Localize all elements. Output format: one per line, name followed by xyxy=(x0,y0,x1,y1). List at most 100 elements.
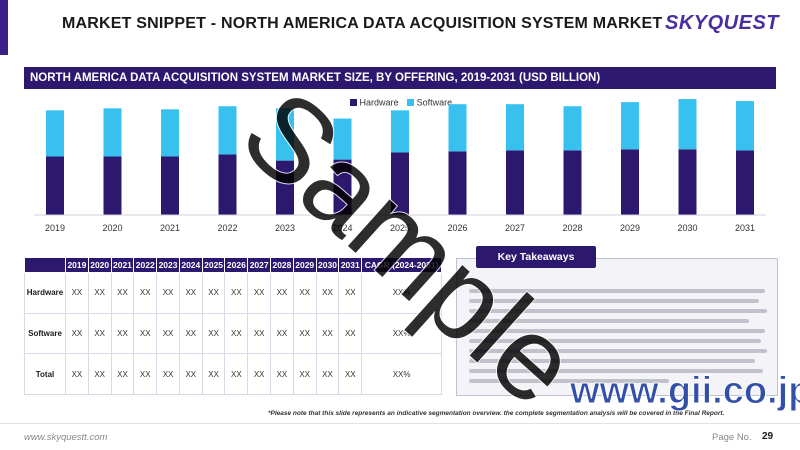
table-cell: XX xyxy=(133,353,158,395)
table-cell: XX xyxy=(247,353,272,395)
bar-hardware-2019 xyxy=(46,156,64,215)
table-cell: XX xyxy=(315,312,340,355)
page-title: MARKET SNIPPET - NORTH AMERICA DATA ACQU… xyxy=(62,15,663,32)
gii-watermark: www.gii.co.jp xyxy=(569,370,800,413)
bar-hardware-2026 xyxy=(448,151,467,215)
table-row-label: Hardware xyxy=(23,272,67,314)
bar-hardware-2025 xyxy=(391,152,409,215)
table-cell: XX xyxy=(110,312,135,355)
table-cell: XX xyxy=(156,353,180,395)
table-cell: XX xyxy=(247,272,272,314)
table-header-cell: 2020 xyxy=(87,257,112,273)
table-cell: XX xyxy=(338,353,363,395)
bar-hardware-2028 xyxy=(563,150,582,215)
chart-title: NORTH AMERICA DATA ACQUISITION SYSTEM MA… xyxy=(30,72,601,84)
table-row: Hardware XX XX XX XX XX XX XX XX XX XX XX XX XX XX% xyxy=(23,272,442,314)
bar-software-2027 xyxy=(506,104,524,151)
table-header-cell: 2019 xyxy=(65,257,89,273)
table-cell: XX xyxy=(110,272,135,314)
bar-hardware-2021 xyxy=(161,156,179,215)
x-tick-label: 2020 xyxy=(102,223,122,233)
chart-title-bar xyxy=(24,67,776,89)
x-tick-label: 2028 xyxy=(562,223,582,233)
footer-divider xyxy=(0,423,800,424)
table-cell: XX xyxy=(156,272,180,314)
table-cell: XX xyxy=(156,312,180,355)
table-header-cell: 2031 xyxy=(338,257,363,273)
table-header-cell: 2021 xyxy=(110,257,135,273)
table-header-row: 2019 2020 2021 2022 2023 2024 2025 2026 2027 2028… xyxy=(23,257,442,273)
table-cell: XX xyxy=(315,353,340,395)
bar-software-2023 xyxy=(276,108,294,161)
bar-software-2026 xyxy=(448,104,467,152)
table-row: Total XX XX XX XX XX XX XX XX XX XX XX XX XX XX% xyxy=(23,353,442,395)
bar-software-2028 xyxy=(563,106,582,151)
table-cell: XX% xyxy=(361,312,442,355)
table-cell: XX% xyxy=(361,353,442,395)
table-cell: XX xyxy=(270,272,294,314)
bar-hardware-2024 xyxy=(333,159,352,215)
table-cell: XX xyxy=(292,312,317,355)
table-body: Hardware XX XX XX XX XX XX XX XX XX XX XX XX XX XX% Sof… xyxy=(23,272,442,395)
bar-hardware-2022 xyxy=(218,154,237,215)
table-header-cell: 2026 xyxy=(224,257,249,273)
title-accent-bar xyxy=(0,0,8,55)
table-header-cell: 2022 xyxy=(133,257,158,273)
bar-software-2031 xyxy=(736,101,754,151)
stacked-bar-chart: 2019 2020 2021 2022 2023 2024 2025 2026 2027 2028… xyxy=(34,99,766,233)
key-takeaways-title: Key Takeaways xyxy=(476,246,596,268)
bar-hardware-2030 xyxy=(678,149,697,215)
table-cell: XX xyxy=(201,272,226,314)
table-cell: XX xyxy=(292,353,317,395)
table-header-cell: 2025 xyxy=(201,257,226,273)
chart-legend: Hardware Software xyxy=(350,97,452,108)
table-cell: XX xyxy=(338,312,363,355)
bar-hardware-2027 xyxy=(506,150,524,215)
x-tick-label: 2021 xyxy=(160,223,180,233)
bar-hardware-2031 xyxy=(736,150,754,215)
bar-hardware-2020 xyxy=(103,156,122,215)
legend-swatch-hardware xyxy=(350,99,357,107)
table-cell: XX xyxy=(87,353,112,395)
table-row-label: Software xyxy=(23,312,67,355)
bar-software-2029 xyxy=(621,102,639,150)
legend-swatch-software xyxy=(407,99,415,107)
x-tick-label: 2022 xyxy=(217,223,237,233)
website-link[interactable]: www.skyquestt.com xyxy=(24,432,108,443)
bar-hardware-2023 xyxy=(276,160,294,215)
table-cell: XX xyxy=(315,272,340,314)
table-header-cell: CAGR (2024-2031) xyxy=(361,257,442,273)
table-header-cell: 2028 xyxy=(270,257,294,273)
table-header-cell: 2030 xyxy=(315,257,340,273)
table-cell: XX xyxy=(178,353,203,395)
table-header-cell: 2023 xyxy=(156,257,180,273)
bar-software-2022 xyxy=(218,106,237,155)
x-tick-label: 2030 xyxy=(677,223,697,233)
table-cell: XX xyxy=(133,272,158,314)
key-takeaways-panel xyxy=(456,258,778,396)
table-cell: XX xyxy=(247,312,272,355)
x-tick-label: 2027 xyxy=(505,223,525,233)
table-cell: XX xyxy=(201,353,226,395)
table-cell: XX xyxy=(65,272,89,314)
table-cell: XX xyxy=(178,272,203,314)
table-cell: XX% xyxy=(361,272,442,314)
bar-software-2030 xyxy=(678,99,697,150)
table-cell: XX xyxy=(87,272,112,314)
x-tick-label: 2024 xyxy=(332,223,352,233)
table-cell: XX xyxy=(133,312,158,355)
bar-hardware-2029 xyxy=(621,149,639,215)
table-cell: XX xyxy=(110,353,135,395)
x-tick-label: 2031 xyxy=(735,223,755,233)
table-row: Software XX XX XX XX XX XX XX XX XX XX XX XX XX XX% xyxy=(23,312,442,355)
x-tick-label: 2019 xyxy=(45,223,65,233)
x-tick-label: 2023 xyxy=(275,223,295,233)
table-cell: XX xyxy=(224,312,249,355)
bar-software-2021 xyxy=(161,109,179,157)
x-tick-label: 2025 xyxy=(390,223,410,233)
table-cell: XX xyxy=(270,353,294,395)
table-cell: XX xyxy=(178,312,203,355)
table-header-blank xyxy=(23,257,67,273)
footnote: *Please note that this slide represents … xyxy=(268,410,725,417)
table-header-cell: 2029 xyxy=(292,257,317,273)
